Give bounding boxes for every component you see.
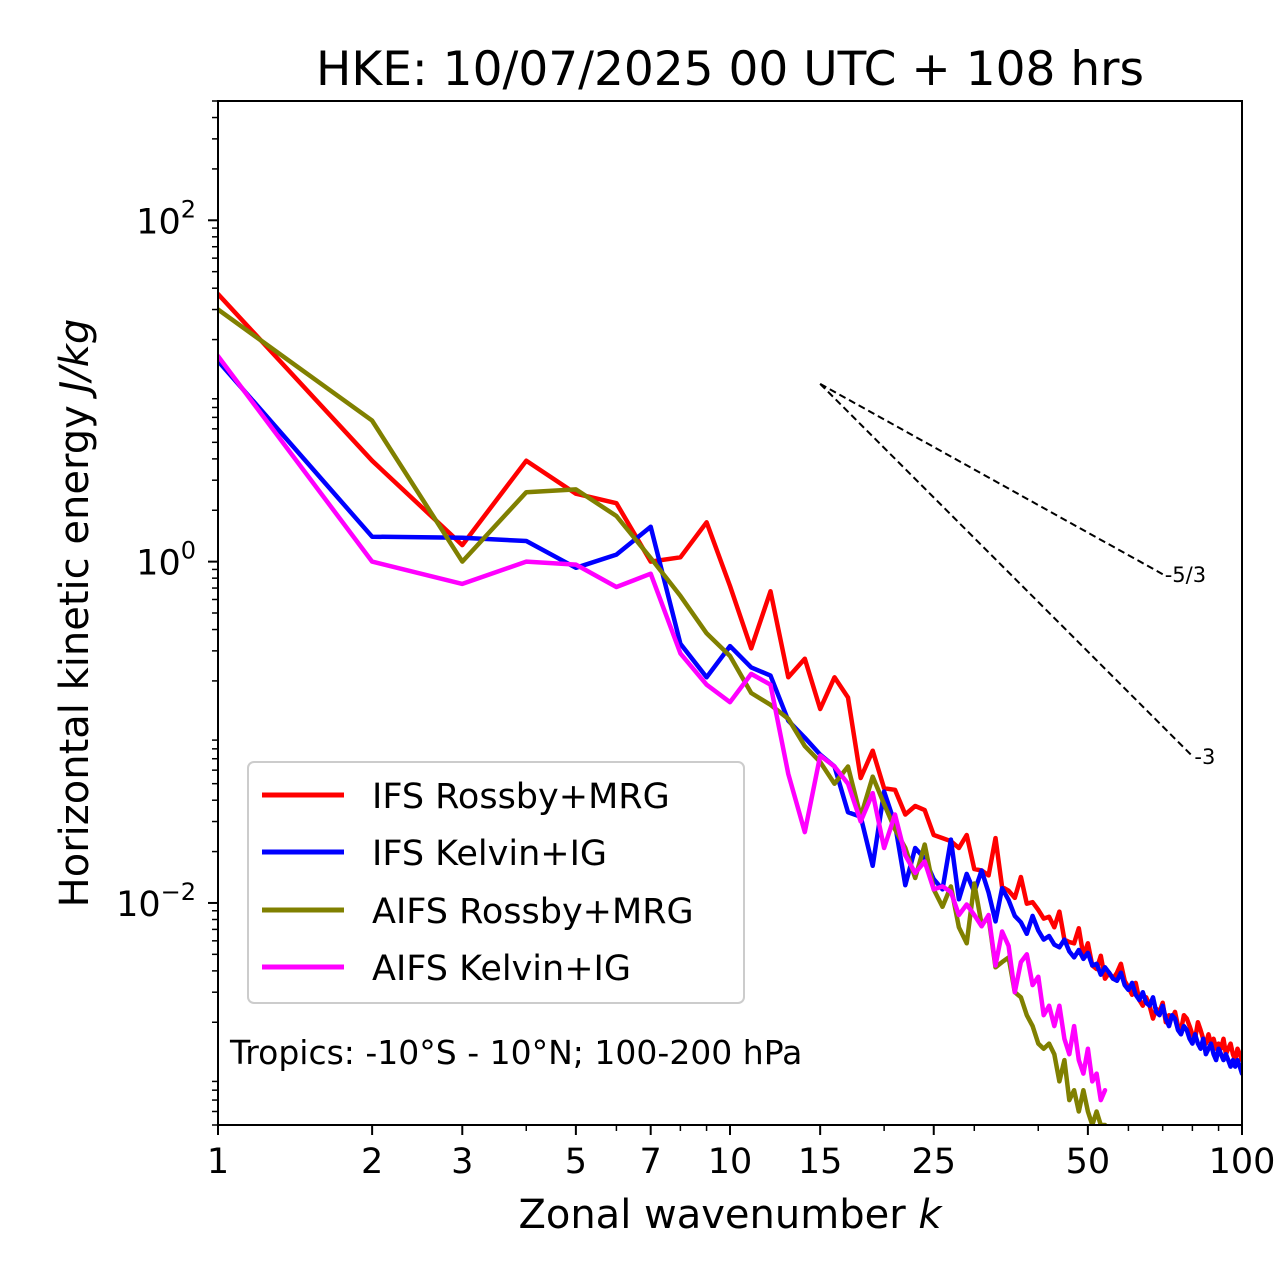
series-layer xyxy=(218,291,1242,1125)
series-line-3 xyxy=(218,353,1108,1103)
y-tick-label-1: 100 xyxy=(136,537,196,584)
reference-slope-label-1: -3 xyxy=(1194,745,1215,769)
legend-label-aifs-rossby: AIFS Rossby+MRG xyxy=(372,892,694,932)
x-tick-label-6: 15 xyxy=(798,1142,843,1182)
x-tick-label-0: 1 xyxy=(207,1142,229,1182)
region-annotation: Tropics: -10°S - 10°N; 100-200 hPa xyxy=(229,1033,802,1072)
x-axis-ticks: 1 2 3 5 7 10 15 25 50 100 xyxy=(207,1125,1276,1182)
legend-label-ifs-rossby: IFS Rossby+MRG xyxy=(372,777,670,817)
series-line-1 xyxy=(218,358,1242,1076)
reference-slopes: -5/3 -3 xyxy=(819,383,1215,769)
x-tick-label-2: 3 xyxy=(451,1142,473,1182)
x-tick-label-5: 10 xyxy=(708,1142,753,1182)
legend-label-aifs-kelvin: AIFS Kelvin+IG xyxy=(372,949,631,989)
x-tick-label-7: 25 xyxy=(911,1142,956,1182)
x-tick-label-9: 100 xyxy=(1209,1142,1276,1182)
x-axis-label: Zonal wavenumber k xyxy=(518,1192,943,1238)
y-tick-label-0: 10−2 xyxy=(116,878,196,925)
legend-box xyxy=(247,761,745,1004)
x-tick-label-3: 5 xyxy=(565,1142,587,1182)
y-axis-ticks: 10−2 100 102 xyxy=(116,195,218,925)
y-axis-label: Horizontal kinetic energy J/kg xyxy=(52,319,98,908)
x-tick-label-8: 50 xyxy=(1066,1142,1111,1182)
legend-label-ifs-kelvin: IFS Kelvin+IG xyxy=(372,834,607,874)
y-tick-label-2: 102 xyxy=(136,195,196,242)
reference-slope-label-0: -5/3 xyxy=(1165,563,1206,587)
legend: IFS Rossby+MRG IFS Kelvin+IG AIFS Rossby… xyxy=(247,761,745,1004)
x-tick-label-1: 2 xyxy=(361,1142,383,1182)
x-tick-label-4: 7 xyxy=(640,1142,662,1182)
chart-title: HKE: 10/07/2025 00 UTC + 108 hrs xyxy=(316,42,1144,97)
